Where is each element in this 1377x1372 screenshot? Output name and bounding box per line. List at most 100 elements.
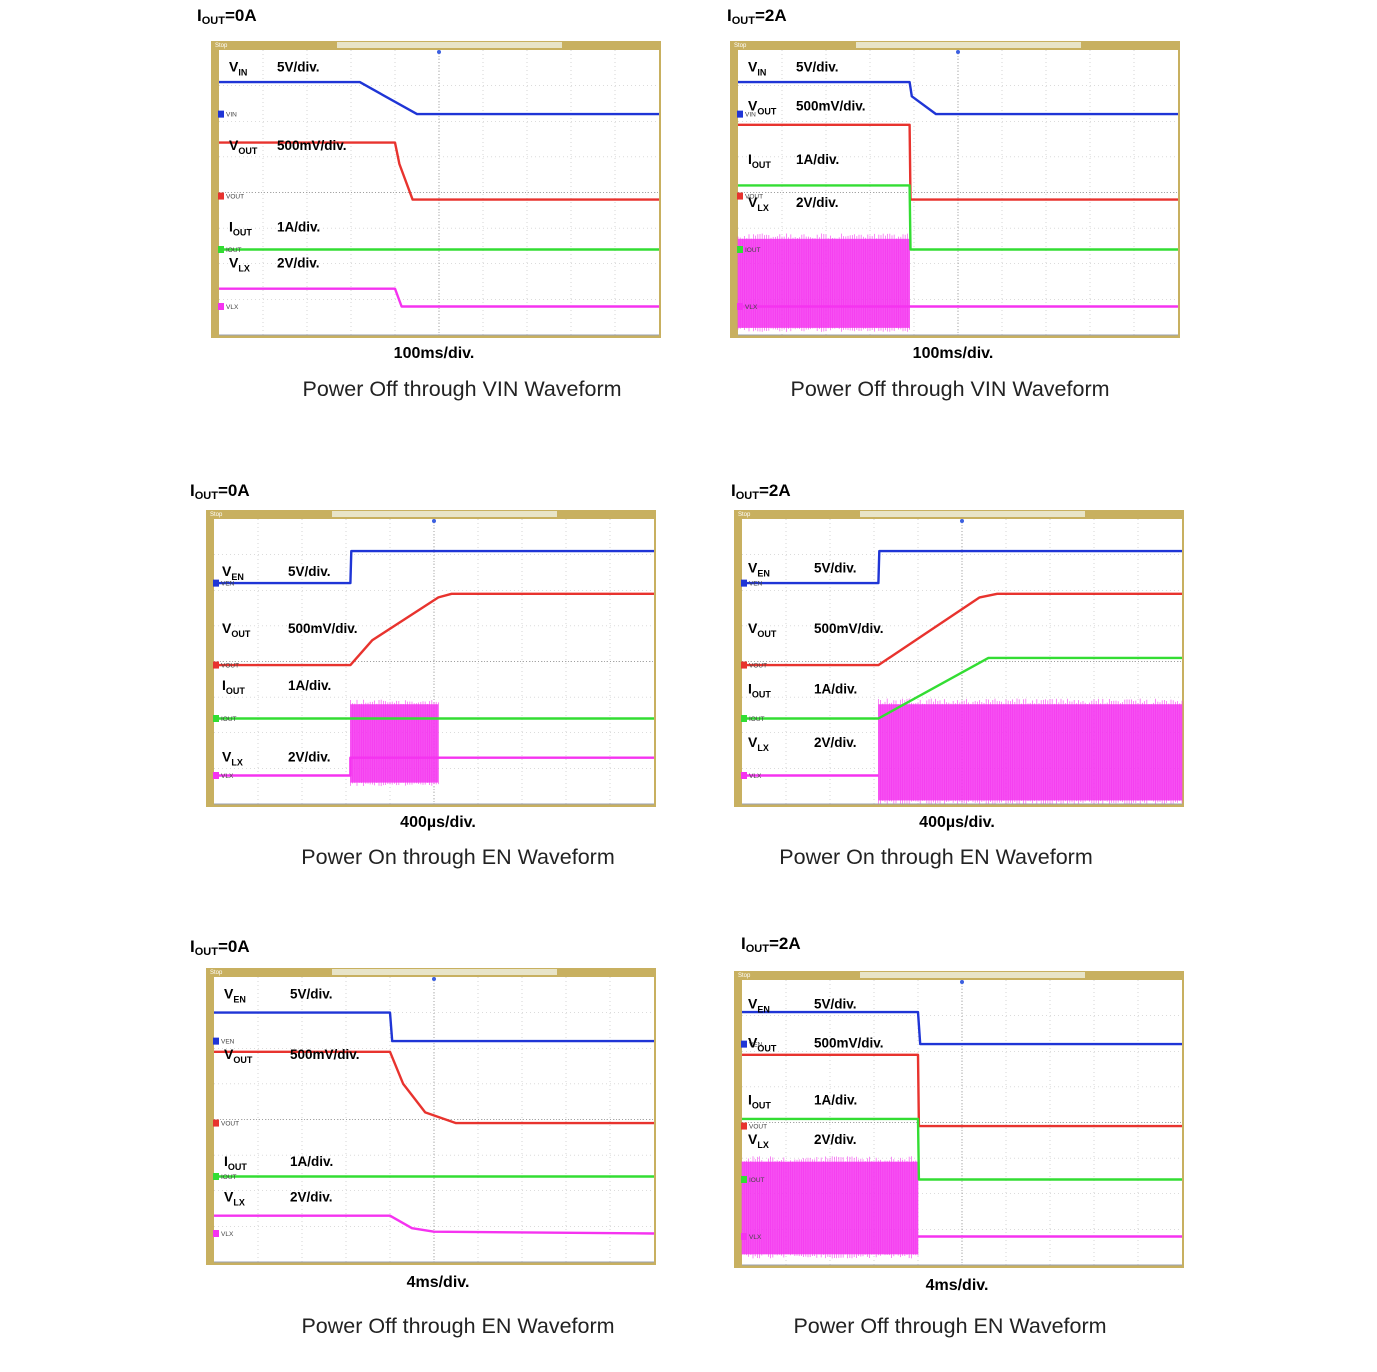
channel-marker-ven [213,1038,219,1045]
channel-marker-iout [737,246,743,253]
trace-label-scale: 5V/div. [814,560,857,575]
load-condition: IOUT=2A [731,481,791,502]
channel-marker-label: VLX [745,304,758,311]
channel-marker-vout [213,1120,219,1127]
trigger-position-marker [432,519,436,523]
channel-marker-vin [737,111,743,118]
channel-marker-iout [213,1173,219,1180]
trace-label-scale: 5V/div. [290,986,333,1001]
status-bar [860,972,1085,978]
channel-marker-vlx [213,1230,219,1237]
channel-marker-label: VOUT [221,1121,239,1128]
channel-marker-label: VEN [221,1039,235,1046]
channel-marker-vlx [741,772,747,779]
load-condition: IOUT=2A [727,6,787,27]
channel-marker-ven [741,580,747,587]
figure-caption: Power On through EN Waveform [779,845,1092,870]
channel-marker-vlx [218,303,224,310]
channel-marker-ven [213,580,219,587]
oscilloscope-screen: StopVENVOUTIOUTVLXVEN 5V/div.VOUT 500mV/di… [206,510,656,807]
figure-caption: Power Off through VIN Waveform [302,377,621,402]
oscilloscope-screen: StopVINVOUTIOUTVLXVIN 5V/div.VOUT 500mV/di… [730,41,1180,338]
trace-label-scale: 1A/div. [814,682,857,697]
trigger-position-marker [432,977,436,981]
trace-label-scale: 500mV/div. [814,1036,884,1051]
oscilloscope-screen: StopVENVOUTIOUTVLXVEN 5V/div.VOUT 500mV/di… [206,968,656,1265]
trace-label-scale: 2V/div. [290,1189,333,1204]
status-text: Stop [210,512,223,518]
channel-marker-vout [741,1123,747,1130]
load-condition: IOUT=0A [190,937,250,958]
status-text: Stop [210,970,223,976]
trace-label-scale: 500mV/div. [814,621,884,636]
trace-label-scale: 500mV/div. [290,1047,360,1062]
timebase-label: 4ms/div. [407,1274,470,1292]
channel-marker-vlx [213,772,219,779]
trace-label-scale: 2V/div. [796,195,839,210]
channel-marker-label: IOUT [749,1177,765,1184]
channel-marker-iout [218,246,224,253]
trace-label-scale: 5V/div. [814,997,857,1012]
trigger-position-marker [960,980,964,984]
trace-label-scale: 2V/div. [814,1132,857,1147]
trace-label-scale: 5V/div. [277,59,320,74]
vlx-switching-band [878,699,1182,805]
channel-marker-ven [741,1041,747,1048]
channel-marker-label: VOUT [749,663,767,670]
channel-marker-label: IOUT [221,716,237,723]
timebase-label: 4ms/div. [926,1277,989,1295]
load-condition: IOUT=0A [190,481,250,502]
status-bar [337,42,562,48]
vlx-switching-band [742,1156,918,1258]
trace-label-scale: 1A/div. [796,152,839,167]
channel-marker-iout [213,715,219,722]
load-condition: IOUT=0A [197,6,257,27]
figure-caption: Power Off through VIN Waveform [790,377,1109,402]
trace-label-scale: 2V/div. [288,749,331,764]
channel-marker-label: VOUT [226,194,244,201]
channel-marker-vout [218,193,224,200]
channel-marker-label: VIN [226,112,237,119]
vlx-switching-band [738,234,910,332]
channel-marker-label: VOUT [221,663,239,670]
status-text: Stop [215,43,228,49]
timebase-label: 400µs/div. [400,814,476,832]
vlx-switching-band [350,700,438,786]
status-bar [860,511,1085,517]
trace-label-scale: 5V/div. [796,59,839,74]
channel-marker-label: VLX [226,304,239,311]
status-text: Stop [734,43,747,49]
trace-label-scale: 1A/div. [814,1093,857,1108]
channel-marker-label: VLX [749,1234,762,1241]
load-condition: IOUT=2A [741,934,801,955]
status-bar [856,42,1081,48]
status-bar [332,511,557,517]
channel-marker-label: VLX [221,1231,234,1238]
trace-label-scale: 1A/div. [288,678,331,693]
trigger-position-marker [437,50,441,54]
trace-label-scale: 500mV/div. [277,138,347,153]
figure-caption: Power Off through EN Waveform [793,1314,1106,1339]
trace-label-scale: 500mV/div. [288,621,358,636]
trace-label-scale: 2V/div. [814,735,857,750]
trace-label-scale: 1A/div. [290,1154,333,1169]
channel-marker-label: VLX [221,773,234,780]
channel-marker-vlx [737,303,743,310]
channel-marker-label: VEN [749,581,763,588]
trace-label-scale: 500mV/div. [796,99,866,114]
channel-marker-label: IOUT [745,247,761,254]
oscilloscope-screen: StopVENVOUTIOUTVLXVEN 5V/div.VOUT 500mV/di… [734,510,1184,807]
trigger-position-marker [960,519,964,523]
status-text: Stop [738,973,751,979]
channel-marker-vout [741,662,747,669]
channel-marker-iout [741,1176,747,1183]
timebase-label: 400µs/div. [919,814,995,832]
trigger-position-marker [956,50,960,54]
channel-marker-label: VLX [749,773,762,780]
trace-label-scale: 1A/div. [277,220,320,235]
channel-marker-label: IOUT [749,716,765,723]
status-text: Stop [738,512,751,518]
oscilloscope-screen: StopVINVOUTIOUTVLXVIN 5V/div.VOUT 500mV/di… [211,41,661,338]
trace-label-scale: 5V/div. [288,564,331,579]
channel-marker-label: IOUT [221,1174,237,1181]
